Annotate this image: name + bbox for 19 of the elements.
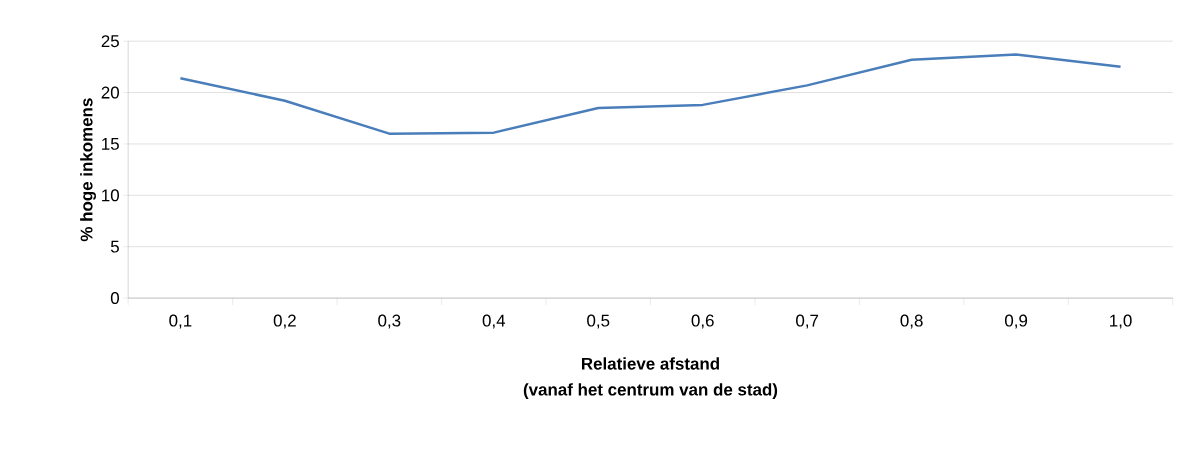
x-tick-label: 0,7 <box>796 314 819 329</box>
y-tick-label: 15 <box>102 137 119 150</box>
line-series <box>179 53 1122 135</box>
x-tick-label: 0,6 <box>691 314 714 329</box>
y-tick-label: 20 <box>101 86 119 99</box>
x-tick-label: 0,1 <box>169 314 192 329</box>
x-tick-label: 0,2 <box>273 314 296 329</box>
x-tick-label: 0,3 <box>378 314 401 329</box>
x-tick-label: 0,8 <box>900 314 923 329</box>
x-tick-label: 1,0 <box>1110 314 1132 329</box>
y-tick-label: 0 <box>110 291 119 304</box>
x-axis-title: Relatieve afstand (vanaf het centrum van de stad) <box>523 357 778 399</box>
y-tick-label: 5 <box>110 240 119 253</box>
y-tick-label: 25 <box>101 35 119 48</box>
y-axis-title: % hoge inkomens <box>80 98 96 242</box>
x-tick-label: 0,9 <box>1004 314 1028 329</box>
y-tick-label: 10 <box>102 189 119 202</box>
x-tick-label: 0,5 <box>587 314 610 329</box>
x-tick-label: 0,4 <box>482 314 506 329</box>
